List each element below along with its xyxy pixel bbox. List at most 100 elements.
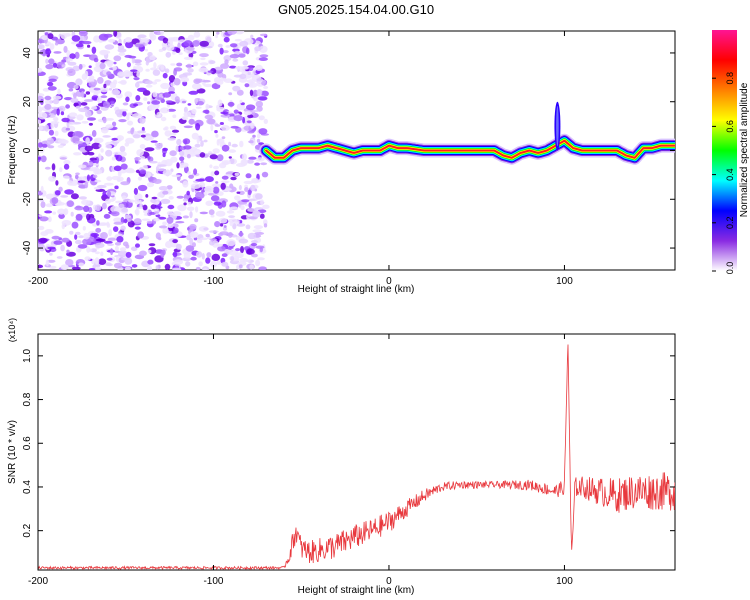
noise-blob	[71, 35, 81, 42]
noise-blob	[206, 118, 216, 125]
noise-blob	[112, 121, 117, 127]
noise-blob	[124, 54, 133, 58]
noise-blob	[211, 253, 221, 261]
noise-blob	[151, 100, 161, 105]
noise-blob	[198, 261, 203, 267]
noise-blob	[104, 80, 112, 86]
noise-blob	[181, 100, 187, 104]
noise-blob	[124, 37, 133, 43]
noise-blob	[143, 97, 148, 101]
noise-blob	[133, 59, 142, 64]
noise-blob	[235, 248, 241, 252]
noise-blob	[241, 199, 250, 203]
snr-y-label: SNR (10 * v/v)	[7, 420, 18, 484]
noise-blob	[136, 72, 141, 78]
noise-blob	[88, 161, 94, 166]
noise-blob	[228, 149, 237, 153]
noise-blob	[233, 115, 244, 122]
noise-blob	[183, 145, 192, 150]
noise-blob	[175, 221, 185, 224]
noise-blob	[149, 160, 158, 164]
noise-blob	[136, 149, 144, 157]
noise-blob	[199, 53, 209, 58]
noise-blob	[137, 87, 147, 93]
noise-blob	[168, 196, 174, 200]
noise-blob	[260, 90, 269, 97]
noise-blob	[67, 68, 76, 76]
noise-blob	[162, 92, 172, 98]
noise-blob	[46, 48, 51, 51]
noise-blob	[133, 187, 138, 195]
noise-blob	[234, 38, 242, 42]
noise-blob	[238, 238, 249, 244]
noise-blob	[70, 193, 79, 200]
noise-blob	[45, 64, 54, 70]
noise-blob	[96, 96, 103, 104]
noise-blob	[188, 52, 194, 58]
noise-blob	[158, 48, 164, 53]
noise-blob	[114, 185, 119, 190]
noise-blob	[214, 130, 218, 134]
noise-blob	[104, 44, 115, 50]
noise-blob	[126, 62, 131, 68]
noise-blob	[134, 62, 142, 66]
noise-blob	[254, 162, 260, 166]
noise-blob	[75, 213, 83, 221]
colorbar-tick-label: 0.8	[725, 72, 735, 85]
noise-blob	[182, 180, 189, 188]
noise-blob	[55, 180, 59, 186]
noise-blob	[200, 140, 204, 147]
noise-blob	[68, 112, 78, 117]
noise-blob	[123, 70, 131, 77]
noise-blob	[149, 31, 155, 39]
noise-blob	[91, 130, 97, 137]
noise-blob	[156, 111, 162, 118]
noise-blob	[151, 130, 159, 138]
noise-blob	[256, 105, 263, 112]
noise-blob	[52, 211, 57, 215]
ridge-band	[265, 139, 675, 159]
noise-blob	[227, 231, 233, 238]
noise-blob	[94, 204, 102, 211]
noise-blob	[80, 91, 85, 98]
noise-blob	[81, 120, 89, 124]
noise-blob	[114, 109, 123, 116]
noise-blob	[219, 231, 229, 236]
noise-blob	[48, 78, 57, 83]
noise-blob	[239, 73, 247, 80]
noise-blob	[76, 114, 84, 121]
noise-blob	[42, 143, 48, 148]
noise-blob	[171, 129, 180, 133]
noise-blob	[82, 238, 92, 246]
noise-blob	[200, 57, 206, 61]
noise-blob	[111, 211, 120, 217]
noise-blob	[153, 62, 157, 69]
noise-blob	[48, 175, 56, 182]
noise-blob	[107, 237, 117, 241]
noise-blob	[255, 245, 265, 249]
noise-blob	[139, 144, 146, 149]
noise-blob	[208, 209, 215, 216]
noise-blob	[67, 180, 74, 186]
noise-blob	[133, 103, 139, 107]
noise-blob	[246, 120, 252, 124]
colorbar-tick-label: 0.2	[725, 217, 735, 230]
noise-blob	[118, 119, 127, 123]
noise-blob	[213, 165, 219, 170]
noise-blob	[172, 114, 177, 119]
noise-blob	[216, 243, 223, 247]
noise-blob	[254, 231, 265, 235]
noise-blob	[48, 113, 55, 116]
noise-blob	[230, 125, 239, 129]
noise-blob	[244, 203, 249, 207]
noise-blob	[101, 127, 109, 134]
noise-blob	[147, 155, 151, 160]
noise-blob	[81, 199, 91, 205]
noise-blob	[189, 115, 196, 118]
noise-blob	[256, 89, 263, 97]
noise-blob	[197, 101, 204, 106]
noise-blob	[63, 45, 68, 53]
noise-blob	[158, 186, 168, 191]
noise-blob	[173, 78, 181, 86]
noise-blob	[48, 58, 55, 65]
